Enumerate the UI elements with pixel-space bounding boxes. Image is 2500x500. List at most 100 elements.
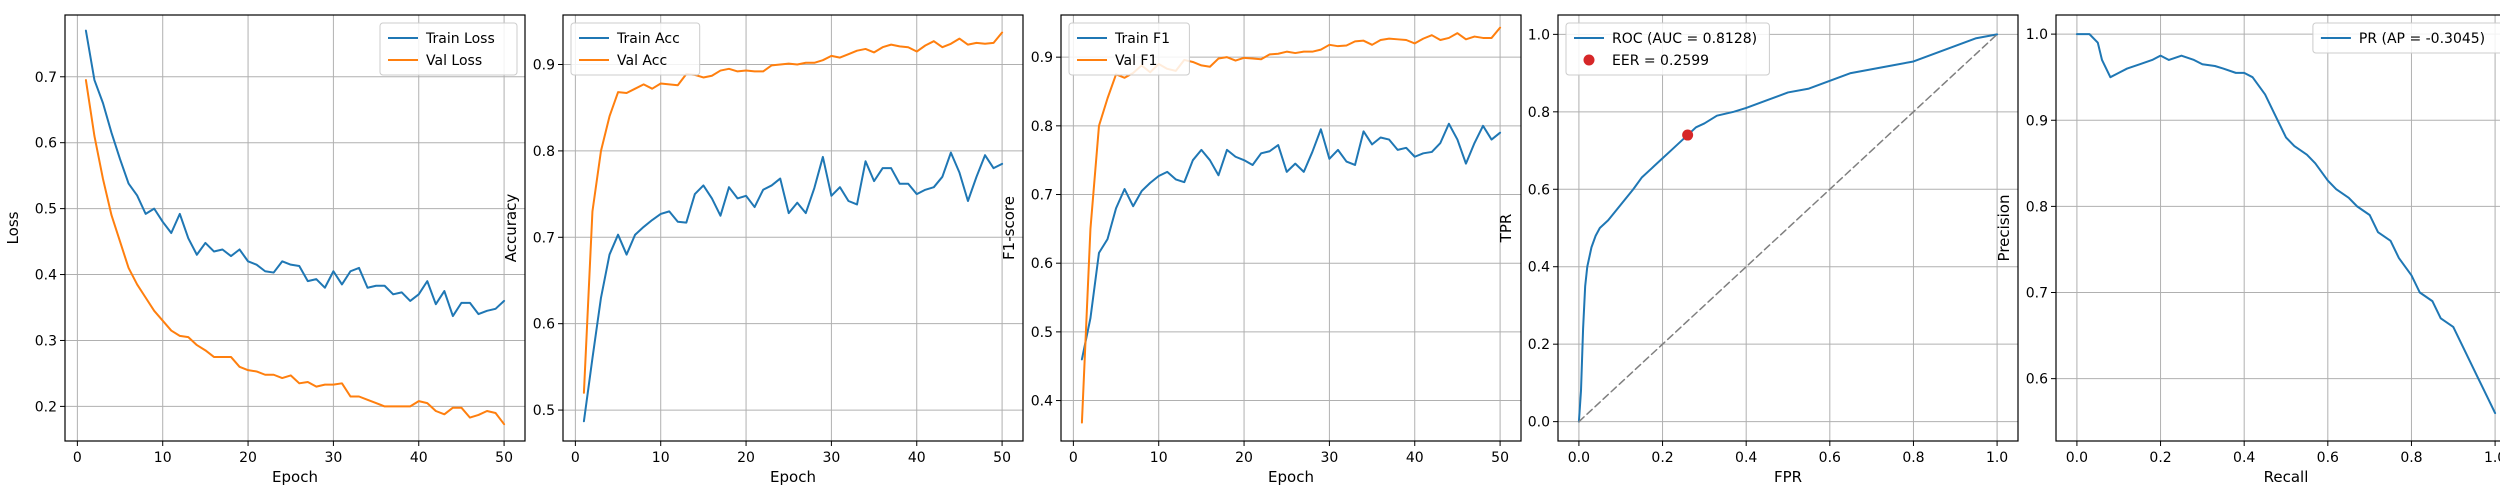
x-tick-label-5: 40 <box>908 450 926 466</box>
legend: ROC (AUC = 0.8128) EER = 0.2599 <box>1565 22 1770 76</box>
x-axis-label: Recall <box>2264 468 2309 486</box>
y-axis-label: Loss <box>4 211 22 244</box>
y-axis-label: F1-score <box>1000 196 1018 260</box>
y-tick-label-2: 0.7 <box>2026 286 2048 302</box>
chart-panel-1: 0 10 20 30 40 50 0.2 0.3 0.4 0.5 0.6 0.7 Epoch Loss Tr… <box>4 14 526 486</box>
y-tick-label-4: 0.7 <box>1031 188 1053 204</box>
x-tick-label-2: 10 <box>154 450 172 466</box>
series-line-2 <box>84 79 506 426</box>
x-axis-label: FPR <box>1774 468 1802 486</box>
y-tick-label-1: 0.5 <box>533 403 555 419</box>
x-tick-label-1: 0 <box>73 450 82 466</box>
x-axis-label: Epoch <box>272 468 318 486</box>
x-tick-label-2: 10 <box>652 450 670 466</box>
x-tick-label-3: 20 <box>737 450 755 466</box>
legend: Train F1 Val F1 <box>1068 22 1190 76</box>
marker-point-1 <box>1682 129 1694 141</box>
legend-entry-label: ROC (AUC = 0.8128) <box>1612 31 1757 47</box>
x-tick-label-4: 30 <box>822 450 840 466</box>
x-tick-label-4: 0.6 <box>2317 450 2339 466</box>
y-tick-label-5: 0.6 <box>35 136 57 152</box>
legend-box <box>1565 22 1770 76</box>
y-tick-label-3: 0.4 <box>35 268 57 284</box>
legend-entry-label: Train Loss <box>425 31 495 47</box>
x-axis-label: Epoch <box>770 468 816 486</box>
x-tick-label-3: 20 <box>239 450 257 466</box>
axes-frame <box>64 14 526 442</box>
axes-frame <box>562 14 1024 442</box>
y-tick-label-4: 0.5 <box>35 202 57 218</box>
legend-box <box>379 22 518 76</box>
y-tick-label-5: 0.8 <box>1031 119 1053 135</box>
series-line-2 <box>582 31 1004 394</box>
x-tick-label-2: 0.2 <box>2149 450 2171 466</box>
legend-entry-label: Val F1 <box>1115 53 1157 69</box>
x-tick-label-6: 1.0 <box>2484 450 2500 466</box>
x-tick-label-6: 50 <box>495 450 513 466</box>
chart-panel-5: 0.0 0.2 0.4 0.6 0.8 1.0 0.6 0.7 0.8 0.9 1.0 Recall P… <box>1995 14 2500 486</box>
y-tick-label-6: 1.0 <box>1528 27 1550 43</box>
x-tick-label-2: 0.2 <box>1651 450 1673 466</box>
chart-panel-3: 0 10 20 30 40 50 0.4 0.5 0.6 0.7 0.8 0.9 Epoch F1-sco… <box>1000 14 1522 486</box>
y-tick-label-5: 1.0 <box>2026 27 2048 43</box>
legend-entry-label: Val Acc <box>617 53 667 69</box>
y-tick-label-4: 0.6 <box>1528 182 1550 198</box>
y-tick-label-3: 0.7 <box>533 230 555 246</box>
y-tick-label-2: 0.5 <box>1031 325 1053 341</box>
legend-entry-label: Train Acc <box>616 31 680 47</box>
x-tick-label-4: 0.6 <box>1819 450 1841 466</box>
y-tick-label-2: 0.6 <box>533 317 555 333</box>
series-line-1 <box>1080 122 1502 361</box>
axes-frame <box>1060 14 1522 442</box>
legend-entry-label: EER = 0.2599 <box>1612 53 1709 69</box>
x-tick-label-5: 0.8 <box>1902 450 1924 466</box>
x-tick-label-1: 0 <box>1069 450 1078 466</box>
legend-box <box>570 22 701 76</box>
series-line-1 <box>582 151 1004 423</box>
y-tick-label-4: 0.9 <box>2026 113 2048 129</box>
x-tick-label-6: 1.0 <box>1986 450 2008 466</box>
x-tick-label-6: 50 <box>1491 450 1509 466</box>
chart-panel-4: 0.0 0.2 0.4 0.6 0.8 1.0 0.0 0.2 0.4 0.6 0.8 1.0 FPR T… <box>1497 14 2019 486</box>
y-tick-label-1: 0.0 <box>1528 415 1550 431</box>
x-tick-label-4: 30 <box>324 450 342 466</box>
axes-frame <box>2055 14 2500 442</box>
legend-box <box>2312 22 2500 54</box>
y-tick-label-3: 0.4 <box>1528 260 1550 276</box>
legend: Train Acc Val Acc <box>570 22 701 76</box>
series-line-1 <box>1577 33 1999 423</box>
series-line-1 <box>84 29 506 318</box>
y-tick-label-2: 0.2 <box>1528 337 1550 353</box>
legend-entry-label: PR (AP = -0.3045) <box>2359 31 2485 47</box>
x-tick-label-3: 0.4 <box>2233 450 2255 466</box>
x-tick-label-1: 0.0 <box>2066 450 2088 466</box>
y-tick-label-1: 0.4 <box>1031 394 1053 410</box>
x-tick-label-5: 40 <box>1406 450 1424 466</box>
x-tick-label-4: 30 <box>1320 450 1338 466</box>
x-axis-label: Epoch <box>1268 468 1314 486</box>
y-axis-label: Accuracy <box>502 194 520 263</box>
x-tick-label-1: 0.0 <box>1568 450 1590 466</box>
y-tick-label-4: 0.8 <box>533 144 555 160</box>
legend-box <box>1068 22 1190 76</box>
y-tick-label-1: 0.6 <box>2026 372 2048 388</box>
x-tick-label-3: 0.4 <box>1735 450 1757 466</box>
y-tick-label-1: 0.2 <box>35 399 57 415</box>
series-line-2 <box>1080 26 1502 424</box>
legend: PR (AP = -0.3045) <box>2312 22 2500 54</box>
y-axis-label: Precision <box>1995 195 2013 262</box>
y-tick-label-2: 0.3 <box>35 333 57 349</box>
x-tick-label-2: 10 <box>1150 450 1168 466</box>
y-tick-label-6: 0.7 <box>35 70 57 86</box>
y-axis-label: TPR <box>1497 214 1515 244</box>
y-tick-label-3: 0.8 <box>2026 199 2048 215</box>
legend-point-swatch <box>1583 54 1595 66</box>
legend-entry-label: Train F1 <box>1114 31 1170 47</box>
y-tick-label-3: 0.6 <box>1031 256 1053 272</box>
y-tick-label-5: 0.8 <box>1528 105 1550 121</box>
chart-panel-2: 0 10 20 30 40 50 0.5 0.6 0.7 0.8 0.9 Epoch Accuracy T… <box>502 14 1024 486</box>
x-tick-label-5: 0.8 <box>2400 450 2422 466</box>
axes-frame <box>1557 14 2019 442</box>
x-tick-label-5: 40 <box>410 450 428 466</box>
legend: Train Loss Val Loss <box>379 22 518 76</box>
